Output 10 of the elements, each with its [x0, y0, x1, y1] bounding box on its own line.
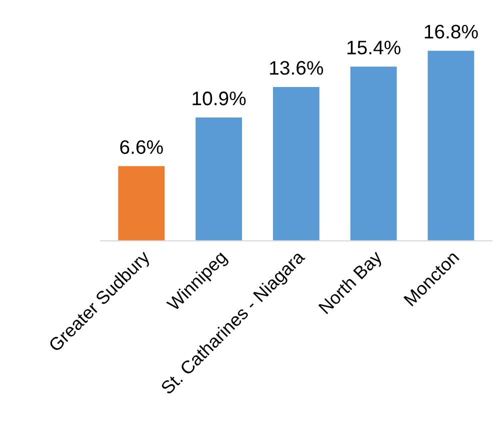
bar [118, 166, 165, 241]
data-label: 6.6% [120, 140, 163, 154]
bar [196, 118, 242, 241]
bar [428, 50, 474, 241]
data-label: 15.4% [347, 40, 400, 54]
data-label: 10.9% [192, 92, 246, 106]
bar [350, 66, 397, 241]
data-label: 16.8% [424, 24, 478, 39]
bar [272, 86, 320, 241]
data-label: 13.6% [270, 61, 324, 75]
